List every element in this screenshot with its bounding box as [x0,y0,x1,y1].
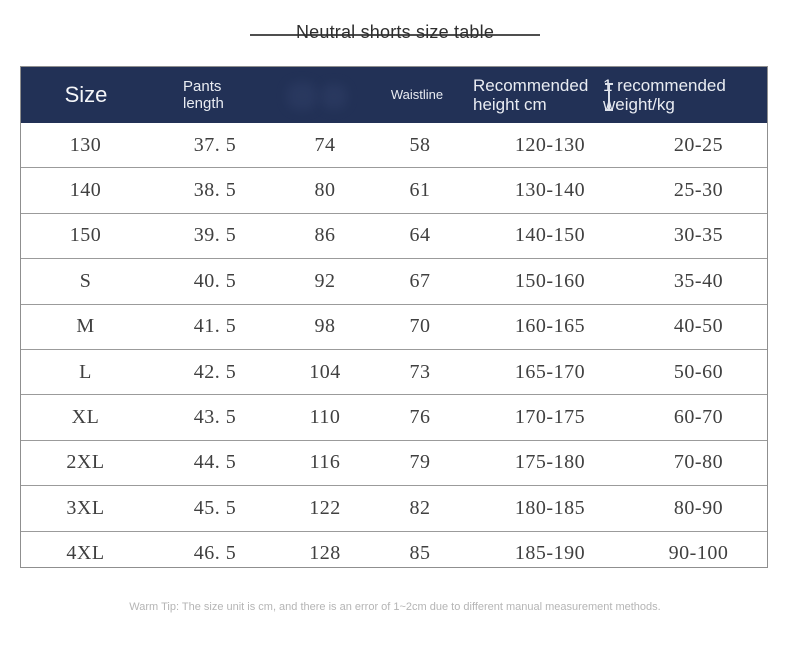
table-cell: 122 [280,485,370,532]
table-cell: 74 [280,123,370,169]
table-cell: 175-180 [470,440,630,487]
footer-tip: Warm Tip: The size unit is cm, and there… [129,601,661,613]
size-table-body: 130 37. 5 74 58 120-130 20-25 140 38. 5 80 61 130-… [21,123,767,576]
table-cell: 82 [370,485,470,532]
table-cell: 41. 5 [150,304,280,350]
table-cell: 140-150 [470,213,630,260]
table-cell: 45. 5 [150,485,280,532]
table-cell: 42. 5 [150,349,280,396]
table-cell: 90-100 [668,542,729,565]
table-header: Size Pants length Waistline Recommended … [21,67,767,123]
page-title: Neutral shorts size table [249,22,541,43]
header-size: Size [64,82,108,107]
table-cell: 20-25 [630,123,767,169]
table-cell: 37. 5 [150,123,280,169]
table-cell: 160-165 [470,304,630,350]
table-cell: 43. 5 [150,394,280,441]
table-row: 130 37. 5 74 58 120-130 20-25 [21,123,767,169]
table-cell: 170-175 [470,394,630,441]
table-cell: 25-30 [630,167,767,214]
table-row: M 41. 5 98 70 160-165 40-50 [21,304,767,350]
table-cell: 61 [370,167,470,214]
table-cell: 44. 5 [150,440,280,487]
table-cell: 116 [280,440,370,487]
table-cell: L [21,349,150,396]
table-row: L 42. 5 104 73 165-170 50-60 [21,349,767,396]
table-cell: 4XL [66,542,105,565]
table-cell: 70-80 [630,440,767,487]
table-cell: 140 [21,167,150,214]
table-row: 2XL 44. 5 116 79 175-180 70-80 [21,440,767,487]
table-row: 3XL 45. 5 122 82 180-185 80-90 [21,485,767,532]
table-cell: 60-70 [630,394,767,441]
header-recommended-height: Recommended height cm [473,76,589,114]
table-cell: 165-170 [470,349,630,396]
table-row: 4XL 46. 5 128 85 185-190 90-100 [21,531,767,576]
header-pants-length: Pants length [183,78,224,112]
table-cell: S [21,258,150,305]
table-cell: M [21,304,150,350]
table-cell: 79 [370,440,470,487]
text-cursor-artifact [605,83,613,111]
table-cell: 92 [280,258,370,305]
table-cell: 80-90 [630,485,767,532]
table-cell: 50-60 [630,349,767,396]
table-cell: 120-130 [470,123,630,169]
table-cell: 86 [280,213,370,260]
table-cell: 73 [370,349,470,396]
table-cell: 128 [309,542,341,565]
table-cell: 104 [280,349,370,396]
table-cell: 64 [370,213,470,260]
title-strike-line [249,33,541,36]
table-cell: 67 [370,258,470,305]
table-cell: 70 [370,304,470,350]
table-cell: 3XL [21,485,150,532]
table-cell: 58 [370,123,470,169]
blurred-label-artifact [287,82,317,110]
table-row: 140 38. 5 80 61 130-140 25-30 [21,167,767,214]
table-cell: 2XL [21,440,150,487]
blurred-label-artifact [321,84,347,109]
table-cell: 38. 5 [150,167,280,214]
table-row: XL 43. 5 110 76 170-175 60-70 [21,394,767,441]
table-cell: 35-40 [630,258,767,305]
header-waistline: Waistline [390,87,444,102]
header-recommended-weight: 1 recommended weight/kg [603,76,726,114]
table-cell: 110 [280,394,370,441]
table-cell: 150-160 [470,258,630,305]
table-cell: 40-50 [630,304,767,350]
table-cell: 130-140 [470,167,630,214]
table-cell: 98 [280,304,370,350]
table-cell: 180-185 [470,485,630,532]
table-cell: 76 [370,394,470,441]
title-row: Neutral shorts size table [0,22,790,43]
table-cell: 150 [21,213,150,260]
table-cell: 85 [409,542,431,565]
table-cell: 185-190 [514,542,586,565]
table-cell: 30-35 [630,213,767,260]
table-cell: 46. 5 [193,542,237,565]
table-cell: 130 [21,123,150,169]
page-title-text: Neutral shorts size table [295,22,495,42]
table-cell: XL [21,394,150,441]
table-row: 150 39. 5 86 64 140-150 30-35 [21,213,767,260]
table-cell: 39. 5 [150,213,280,260]
table-cell: 40. 5 [150,258,280,305]
table-cell: 80 [280,167,370,214]
size-table: Size Pants length Waistline Recommended … [20,66,768,568]
table-row: S 40. 5 92 67 150-160 35-40 [21,258,767,305]
